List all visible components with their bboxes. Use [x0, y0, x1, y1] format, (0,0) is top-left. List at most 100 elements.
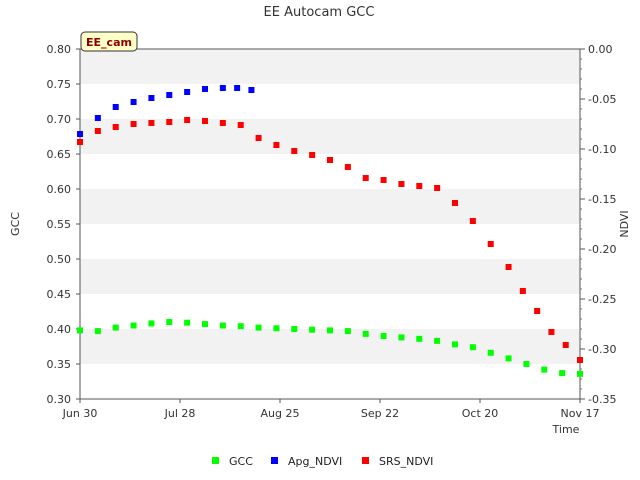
legend-swatch: [271, 457, 278, 464]
y-tick-label-right: -0.30: [588, 343, 616, 356]
y-tick-label-left: 0.80: [47, 43, 72, 56]
data-point: [562, 342, 569, 348]
grid-band: [80, 189, 580, 224]
data-point: [362, 330, 369, 337]
plot-points: [77, 85, 583, 377]
data-point: [452, 200, 458, 206]
data-point: [219, 120, 226, 126]
data-point: [255, 135, 262, 141]
x-axis: Jun 30 Jul 28 Aug 25 Sep 22 Oct 20 Nov 17: [62, 399, 600, 420]
series-GCC: [77, 319, 583, 377]
data-point: [112, 324, 119, 331]
legend-label: SRS_NDVI: [379, 455, 433, 468]
data-point: [130, 99, 137, 105]
y-tick-label-right: -0.15: [588, 193, 616, 206]
legend-label: GCC: [229, 455, 253, 468]
y-axis-right: -0.35 -0.30 -0.25 -0.20 -0.15 -0.10 -0.05 0.00: [580, 43, 616, 406]
y-tick-label-left: 0.45: [47, 288, 72, 301]
x-tick-label: Jul 28: [164, 407, 196, 420]
data-point: [309, 152, 316, 158]
legend-label: Apg_NDVI: [288, 455, 342, 468]
y-axis-label-right: NDVI: [618, 210, 631, 237]
y-axis-left: 0.30 0.35 0.40 0.45 0.50 0.55 0.60 0.65 0.70 0.75…: [47, 43, 80, 406]
data-point: [416, 335, 423, 342]
y-tick-label-right: -0.25: [588, 293, 616, 306]
data-point: [77, 139, 83, 145]
legend-item: GCC: [212, 455, 253, 468]
data-point: [452, 341, 458, 348]
data-point: [112, 124, 119, 130]
data-point: [202, 118, 208, 124]
data-point: [255, 324, 262, 331]
data-point: [398, 181, 405, 187]
data-point: [534, 308, 541, 314]
y-tick-label-left: 0.30: [47, 393, 72, 406]
data-point: [380, 177, 387, 183]
y-tick-label-left: 0.65: [47, 148, 72, 161]
data-point: [541, 366, 548, 373]
plot-bands: [80, 49, 580, 399]
x-tick-label: Nov 17: [561, 407, 600, 420]
data-point: [94, 115, 101, 121]
site-badge-text: EE_cam: [86, 36, 132, 49]
data-point: [327, 157, 333, 163]
grid-band: [80, 259, 580, 294]
site-badge-box: [80, 31, 138, 52]
legend-swatch: [212, 457, 219, 464]
y-tick-label-left: 0.35: [47, 358, 72, 371]
data-point: [273, 142, 280, 148]
y-tick-label-left: 0.75: [47, 78, 72, 91]
data-point: [309, 326, 316, 333]
data-point: [434, 337, 441, 344]
data-point: [434, 185, 441, 191]
data-point: [505, 264, 512, 270]
grid-band: [80, 329, 580, 364]
data-point: [523, 361, 530, 367]
data-point: [94, 328, 101, 335]
legend-item: Apg_NDVI: [271, 455, 342, 468]
y-tick-label-right: -0.20: [588, 243, 616, 256]
x-tick-label: Oct 20: [462, 407, 499, 420]
chart-title: EE Autocam GCC: [264, 5, 375, 20]
data-point: [112, 104, 119, 110]
grid-band: [80, 224, 580, 259]
data-point: [487, 349, 494, 356]
grid-band: [80, 294, 580, 329]
y-tick-label-right: 0.00: [588, 43, 613, 56]
series-SRS_NDVI: [77, 117, 583, 363]
data-point: [519, 288, 526, 294]
legend: GCC Apg_NDVI SRS_NDVI: [212, 455, 433, 468]
data-point: [291, 148, 298, 154]
grid-band: [80, 119, 580, 154]
legend-swatch: [362, 457, 369, 464]
x-tick-label: Jun 30: [62, 407, 98, 420]
data-point: [166, 319, 173, 325]
data-point: [219, 322, 226, 329]
data-point: [77, 131, 83, 137]
data-point: [77, 327, 83, 334]
data-point: [248, 87, 255, 93]
data-point: [130, 322, 137, 329]
y-tick-label-left: 0.55: [47, 218, 72, 231]
x-tick-label: Aug 25: [261, 407, 300, 420]
data-point: [237, 122, 244, 128]
y-axis-label-left: GCC: [9, 212, 22, 236]
data-point: [559, 370, 566, 377]
data-point: [184, 117, 191, 123]
grid-band: [80, 364, 580, 399]
data-point: [273, 325, 280, 332]
data-point: [380, 333, 387, 339]
y-tick-label-right: -0.35: [588, 393, 616, 406]
y-tick-label-left: 0.40: [47, 323, 72, 336]
data-point: [130, 121, 137, 127]
data-point: [219, 85, 226, 91]
site-badge: EE_cam: [80, 31, 138, 52]
data-point: [184, 319, 191, 326]
data-point: [202, 86, 208, 92]
data-point: [237, 323, 244, 330]
series-Apg_NDVI: [77, 85, 255, 137]
data-point: [234, 85, 241, 91]
x-axis-label: Time: [552, 423, 580, 436]
grid-band: [80, 49, 580, 84]
